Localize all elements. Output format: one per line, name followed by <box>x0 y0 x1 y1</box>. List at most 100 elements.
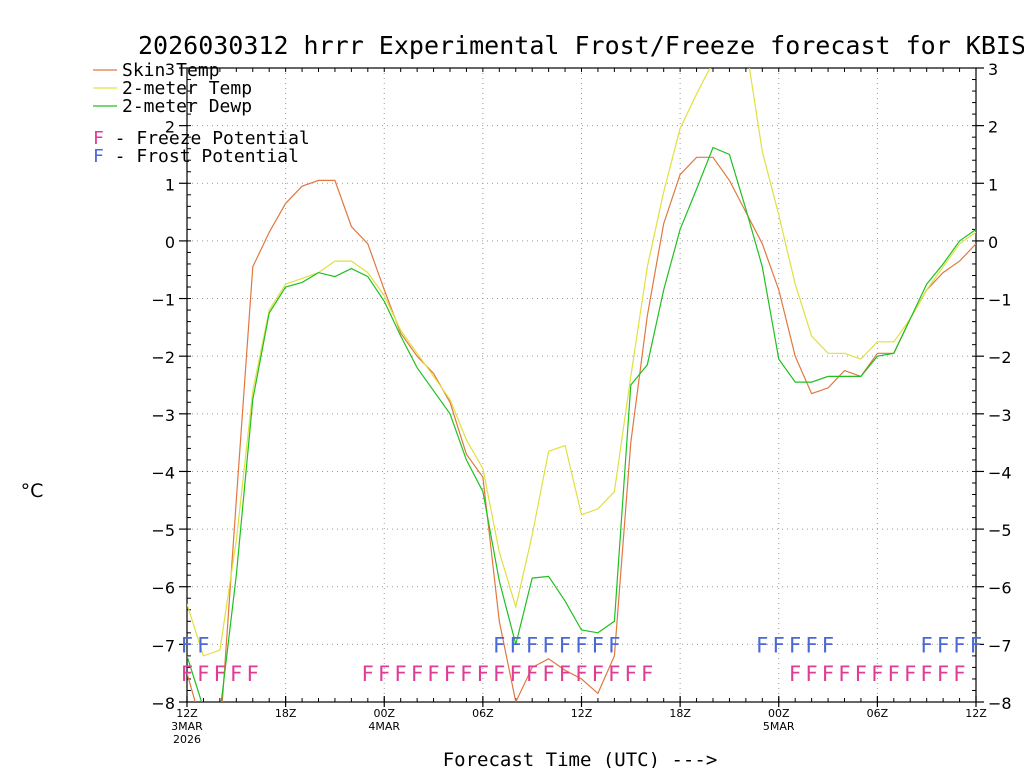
freeze-flag: F <box>838 662 850 686</box>
y-tick-label-left: 0 <box>165 233 175 252</box>
frost-flag: F <box>510 633 522 657</box>
frost-flag: F <box>921 633 933 657</box>
y-tick-label-left: −7 <box>151 636 175 655</box>
grid-lines <box>187 68 976 702</box>
chart-title: 2026030312 hrrr Experimental Frost/Freez… <box>138 31 1024 60</box>
frost-flag: F <box>789 633 801 657</box>
frost-flag: F <box>543 633 555 657</box>
freeze-flag: F <box>937 662 949 686</box>
y-tick-label-left: 2 <box>165 118 175 137</box>
freeze-flag: F <box>954 662 966 686</box>
y-axis-label: °C <box>21 480 44 502</box>
freeze-flag: F <box>493 662 505 686</box>
x-axis-label: Forecast Time (UTC) ---> <box>443 749 718 768</box>
y-axis: 3 3 2 2 1 1 0 0 −1 −1 −2 −2 −3 −3 −4 −4 −5 −5 −6 −6 −7 −7 −8 −8 <box>151 60 1011 713</box>
freeze-flag: F <box>871 662 883 686</box>
flag-legend-entry: F - Frost Potential <box>93 146 299 167</box>
frost-flag: F <box>559 633 571 657</box>
frost-flag: F <box>181 633 193 657</box>
freeze-flag: F <box>477 662 489 686</box>
y-tick-label-left: −1 <box>151 291 175 310</box>
freeze-flag: F <box>526 662 538 686</box>
freeze-flag: F <box>789 662 801 686</box>
freeze-flag: F <box>641 662 653 686</box>
flag-legend-letter: F <box>93 128 104 149</box>
potential-flags: F F F F F F F F F F F F F F F F F F FF F F F F F F F F F F F F F F F F F F F F… <box>181 633 982 686</box>
y-tick-label-right: −6 <box>988 579 1012 598</box>
freeze-flag: F <box>510 662 522 686</box>
y-tick-label-right: 0 <box>988 233 998 252</box>
y-tick-label-right: −5 <box>988 521 1012 540</box>
freeze-flag: F <box>197 662 209 686</box>
x-tick-label: 06Z <box>472 707 494 720</box>
flag-legend-text: - Frost Potential <box>104 146 299 167</box>
y-tick-label-right: 2 <box>988 118 998 137</box>
y-tick-label-right: 1 <box>988 175 998 194</box>
freeze-flag: F <box>395 662 407 686</box>
y-tick-label-right: −2 <box>988 348 1012 367</box>
y-tick-label-right: −8 <box>988 694 1012 713</box>
freeze-flag: F <box>378 662 390 686</box>
freeze-flag: F <box>625 662 637 686</box>
freeze-flag: F <box>214 662 226 686</box>
frost-flag: F <box>197 633 209 657</box>
freeze-flag: F <box>444 662 456 686</box>
x-tick-label: 12Z <box>965 707 987 720</box>
frost-flag: F <box>954 633 966 657</box>
x-tick-date: 5MAR <box>763 720 795 733</box>
freeze-flag: F <box>230 662 242 686</box>
y-tick-label-left: −4 <box>151 463 175 482</box>
frost-flag: F <box>608 633 620 657</box>
y-tick-label-right: −3 <box>988 406 1012 425</box>
legend-label: 2-meter Temp <box>122 78 252 99</box>
frost-flag: F <box>806 633 818 657</box>
frost-flag: F <box>756 633 768 657</box>
frost-flag: F <box>493 633 505 657</box>
y-tick-label-right: −7 <box>988 636 1012 655</box>
freeze-flag: F <box>608 662 620 686</box>
y-tick-label-left: −8 <box>151 694 175 713</box>
legend-label: Skin Temp <box>122 60 220 81</box>
y-tick-label-left: −5 <box>151 521 175 540</box>
freeze-flag: F <box>855 662 867 686</box>
y-tick-label-left: −2 <box>151 348 175 367</box>
x-tick-label: 00Z <box>768 707 790 720</box>
x-tick-year: 2026 <box>173 733 201 746</box>
series-lines <box>187 68 976 702</box>
x-tick-date: 4MAR <box>368 720 400 733</box>
x-tick-label: 06Z <box>867 707 889 720</box>
frost-flag: F <box>592 633 604 657</box>
freeze-flag: F <box>592 662 604 686</box>
freeze-flag: F <box>362 662 374 686</box>
freeze-flag: F <box>543 662 555 686</box>
x-tick-date: 3MAR <box>171 720 203 733</box>
freeze-flag: F <box>806 662 818 686</box>
freeze-flag: F <box>904 662 916 686</box>
frost-flag: F <box>526 633 538 657</box>
flag-legend-text: - Freeze Potential <box>104 128 310 149</box>
y-tick-label-left: 1 <box>165 175 175 194</box>
x-tick-label: 12Z <box>176 707 198 720</box>
freeze-flag: F <box>460 662 472 686</box>
freeze-flag: F <box>411 662 423 686</box>
freeze-flag: F <box>822 662 834 686</box>
frost-flag: F <box>822 633 834 657</box>
freeze-flag: F <box>575 662 587 686</box>
flag-legend-entry: F - Freeze Potential <box>93 128 310 149</box>
freeze-flag: F <box>428 662 440 686</box>
frost-flag: F <box>937 633 949 657</box>
y-tick-label-left: −6 <box>151 579 175 598</box>
x-tick-label: 00Z <box>373 707 395 720</box>
freeze-flag: F <box>921 662 933 686</box>
y-tick-label-right: −4 <box>988 463 1012 482</box>
freeze-flag: F <box>247 662 259 686</box>
x-tick-label: 18Z <box>275 707 297 720</box>
y-tick-label-left: −3 <box>151 406 175 425</box>
y-tick-label-right: 3 <box>988 60 998 79</box>
freeze-flag: F <box>888 662 900 686</box>
frost-flag: F <box>970 633 982 657</box>
x-tick-label: 18Z <box>669 707 691 720</box>
